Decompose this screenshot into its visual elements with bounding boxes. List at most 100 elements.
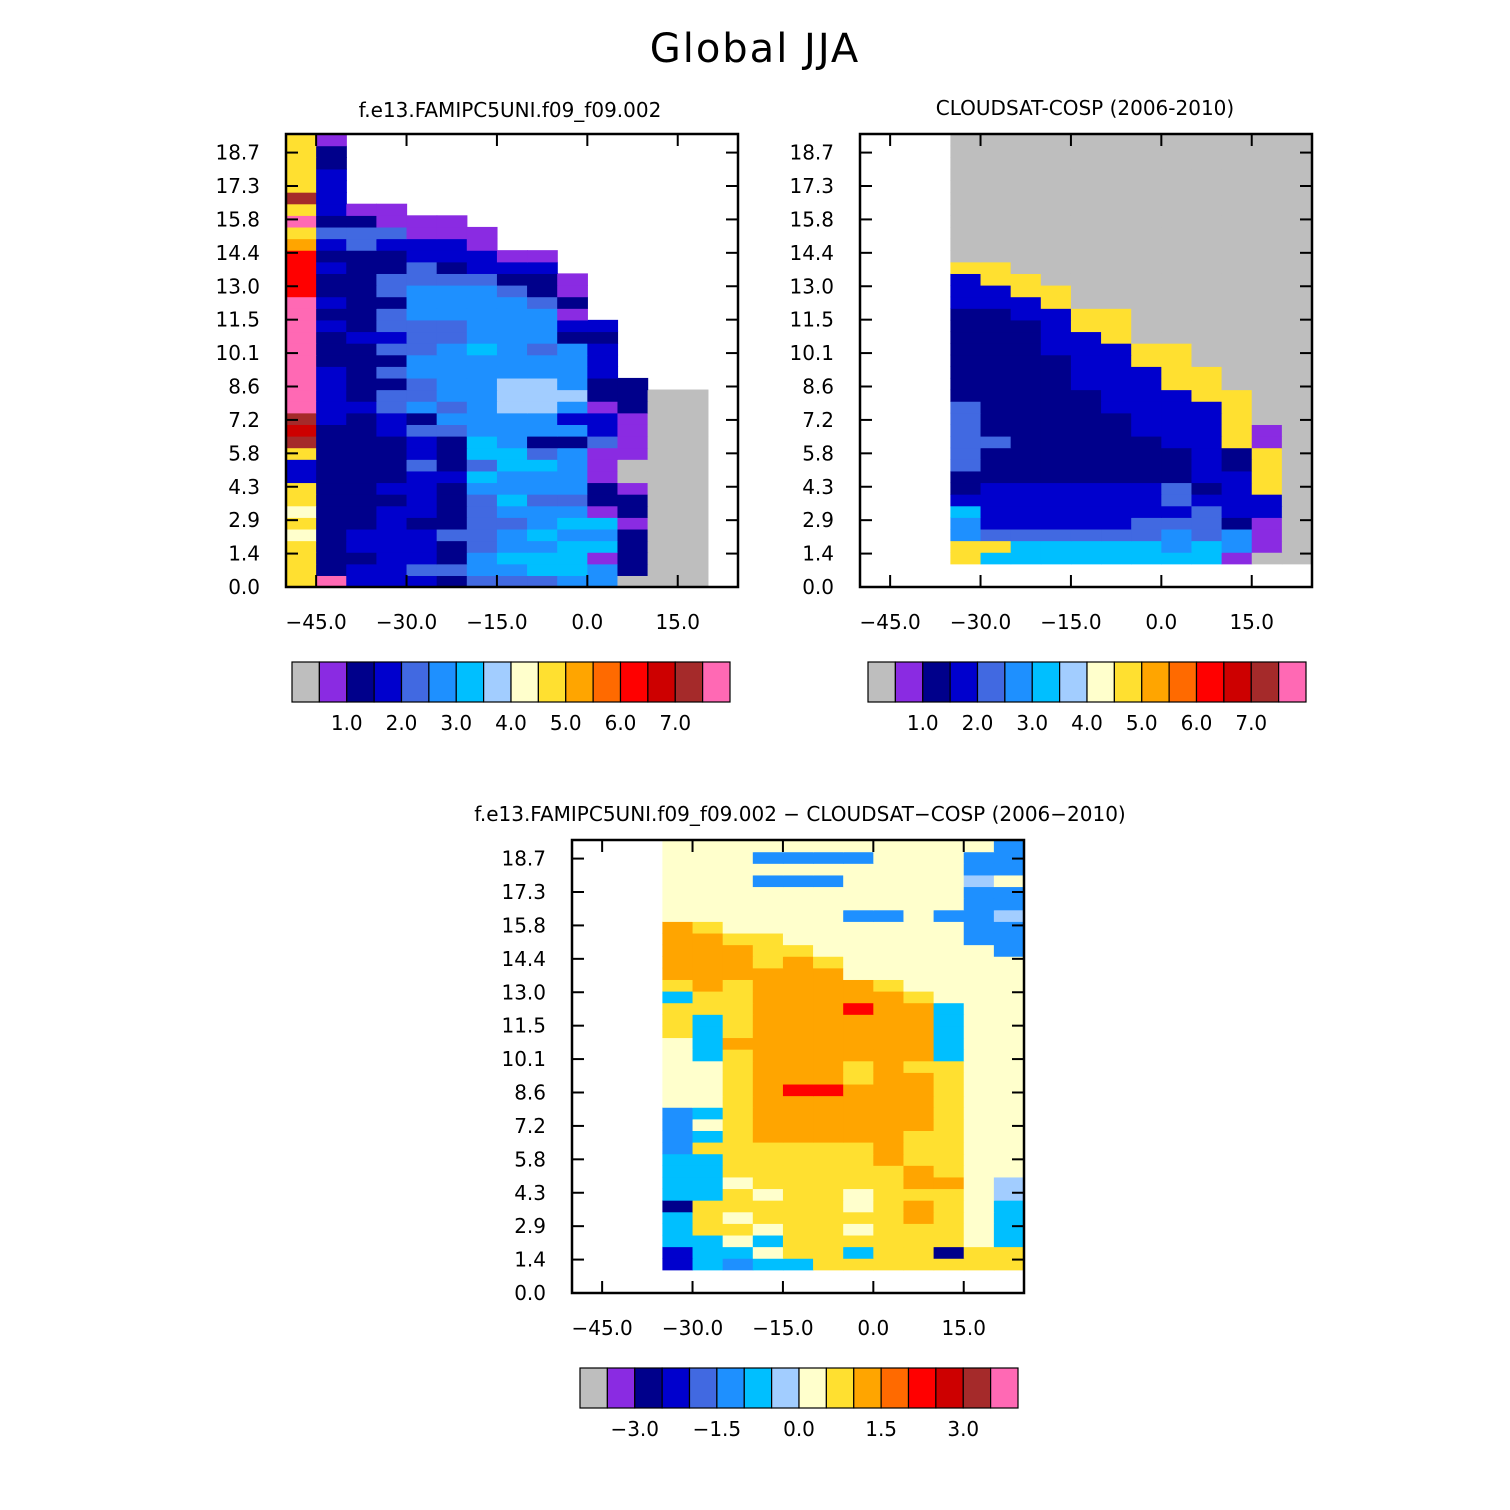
heatmap-cell bbox=[752, 1211, 784, 1224]
heatmap-cell bbox=[933, 1049, 965, 1062]
panel-title-diff: f.e13.FAMIPC5UNI.f09_f09.002 − CLOUDSAT−… bbox=[474, 802, 1126, 826]
colorbar-label: −1.5 bbox=[693, 1417, 742, 1441]
heatmap-cell bbox=[496, 401, 528, 414]
heatmap-cell bbox=[873, 874, 905, 888]
heatmap-cell bbox=[376, 238, 408, 251]
heatmap-cell bbox=[873, 840, 905, 853]
heatmap-cell bbox=[980, 412, 1012, 425]
heatmap-cell bbox=[963, 1060, 995, 1073]
heatmap-cell bbox=[963, 921, 995, 934]
heatmap-cell bbox=[782, 1234, 814, 1248]
heatmap-cell bbox=[1251, 250, 1283, 263]
heatmap-cell bbox=[1040, 366, 1072, 379]
colorbar-swatch bbox=[922, 661, 951, 703]
heatmap-cell bbox=[1101, 157, 1132, 170]
heatmap-cell bbox=[1101, 401, 1132, 414]
heatmap-cell bbox=[980, 505, 1012, 518]
heatmap-cell bbox=[346, 343, 377, 356]
heatmap-cell bbox=[662, 932, 694, 946]
heatmap-cell bbox=[527, 528, 558, 542]
heatmap-cell bbox=[1131, 505, 1162, 518]
heatmap-cell bbox=[1221, 180, 1253, 193]
heatmap-cell bbox=[346, 412, 377, 425]
heatmap-cell bbox=[316, 226, 347, 240]
heatmap-cell bbox=[1040, 134, 1072, 147]
heatmap-cell bbox=[662, 1118, 694, 1131]
heatmap-cell bbox=[1191, 412, 1223, 425]
heatmap-cell bbox=[662, 863, 694, 876]
heatmap-cell bbox=[1251, 192, 1283, 205]
heatmap-cell bbox=[1191, 203, 1223, 216]
heatmap-cell bbox=[1221, 552, 1253, 565]
y-tick-label: 10.1 bbox=[215, 341, 260, 365]
heatmap-cell bbox=[436, 447, 468, 460]
heatmap-cell bbox=[993, 979, 1025, 992]
heatmap-cell bbox=[496, 563, 528, 576]
heatmap-cell bbox=[1070, 401, 1102, 414]
heatmap-cell bbox=[813, 1188, 844, 1201]
heatmap-cell bbox=[963, 1025, 995, 1039]
heatmap-cell bbox=[963, 979, 995, 992]
heatmap-cell bbox=[316, 308, 347, 321]
heatmap-cell bbox=[722, 1176, 754, 1190]
heatmap-cell bbox=[376, 505, 408, 518]
heatmap-cell bbox=[466, 377, 498, 391]
heatmap-cell bbox=[950, 331, 982, 344]
heatmap-cell bbox=[692, 1153, 724, 1166]
heatmap-cell bbox=[286, 296, 317, 309]
heatmap-cell bbox=[376, 273, 408, 286]
heatmap-cell bbox=[1010, 389, 1042, 402]
heatmap-cell bbox=[1131, 517, 1162, 530]
heatmap-cell bbox=[1010, 494, 1042, 507]
heatmap-cell bbox=[782, 1142, 814, 1155]
heatmap-cell bbox=[557, 319, 588, 333]
heatmap-cell bbox=[527, 308, 558, 321]
heatmap-cell bbox=[286, 157, 317, 170]
heatmap-cell bbox=[316, 168, 347, 182]
heatmap-cell bbox=[1010, 157, 1042, 170]
heatmap-cell bbox=[782, 991, 814, 1004]
heatmap-cell bbox=[1191, 134, 1223, 147]
heatmap-cell bbox=[782, 921, 814, 934]
heatmap-cell bbox=[1251, 505, 1283, 518]
heatmap-cell bbox=[466, 331, 498, 344]
heatmap-cell bbox=[1040, 552, 1072, 565]
heatmap-cell bbox=[1070, 134, 1102, 147]
colorbar-swatch bbox=[1113, 661, 1143, 703]
heatmap-cell bbox=[647, 517, 679, 530]
heatmap-cell bbox=[587, 517, 619, 530]
heatmap-cell bbox=[1191, 168, 1223, 182]
heatmap-cell bbox=[406, 540, 438, 553]
heatmap-cell bbox=[286, 366, 317, 379]
heatmap-cell bbox=[677, 424, 709, 437]
heatmap-cell bbox=[813, 840, 844, 853]
heatmap-cell bbox=[1281, 424, 1313, 437]
heatmap-cell bbox=[346, 470, 377, 484]
heatmap-cell bbox=[557, 494, 588, 507]
colorbar-label: 5.0 bbox=[550, 711, 582, 735]
heatmap-cell bbox=[752, 956, 784, 969]
heatmap-cell bbox=[873, 1130, 905, 1143]
heatmap-cell bbox=[466, 226, 498, 240]
heatmap-cell bbox=[1101, 366, 1132, 379]
heatmap-cell bbox=[1161, 459, 1193, 472]
heatmap-cell bbox=[1281, 285, 1313, 298]
heatmap-cell bbox=[1040, 238, 1072, 251]
heatmap-cell bbox=[1010, 285, 1042, 298]
heatmap-cell bbox=[843, 1142, 874, 1155]
heatmap-cell bbox=[647, 482, 679, 495]
heatmap-cell bbox=[963, 932, 995, 946]
heatmap-cell bbox=[1101, 470, 1132, 484]
heatmap-cell bbox=[692, 1258, 724, 1271]
heatmap-cell bbox=[1161, 436, 1193, 449]
y-tick-label: 14.4 bbox=[215, 241, 260, 265]
y-tick-label: 0.0 bbox=[514, 1281, 546, 1305]
x-tick-label: −15.0 bbox=[466, 610, 527, 634]
heatmap-cell bbox=[722, 1037, 754, 1050]
heatmap-cell bbox=[782, 1083, 814, 1097]
heatmap-cell bbox=[692, 1083, 724, 1097]
heatmap-cell bbox=[873, 1037, 905, 1050]
heatmap-cell bbox=[993, 1211, 1025, 1224]
heatmap-cell bbox=[286, 528, 317, 542]
heatmap-cell bbox=[782, 1002, 814, 1015]
